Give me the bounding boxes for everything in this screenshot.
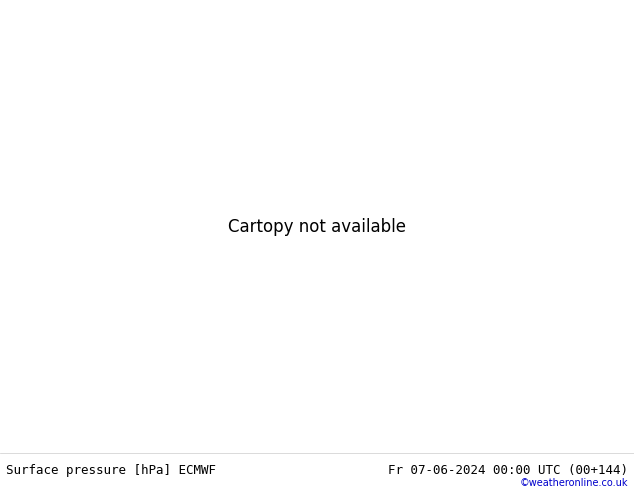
Text: Surface pressure [hPa] ECMWF: Surface pressure [hPa] ECMWF <box>6 464 216 477</box>
Text: Cartopy not available: Cartopy not available <box>228 218 406 236</box>
Text: Fr 07-06-2024 00:00 UTC (00+144): Fr 07-06-2024 00:00 UTC (00+144) <box>387 464 628 477</box>
Text: ©weatheronline.co.uk: ©weatheronline.co.uk <box>519 478 628 488</box>
